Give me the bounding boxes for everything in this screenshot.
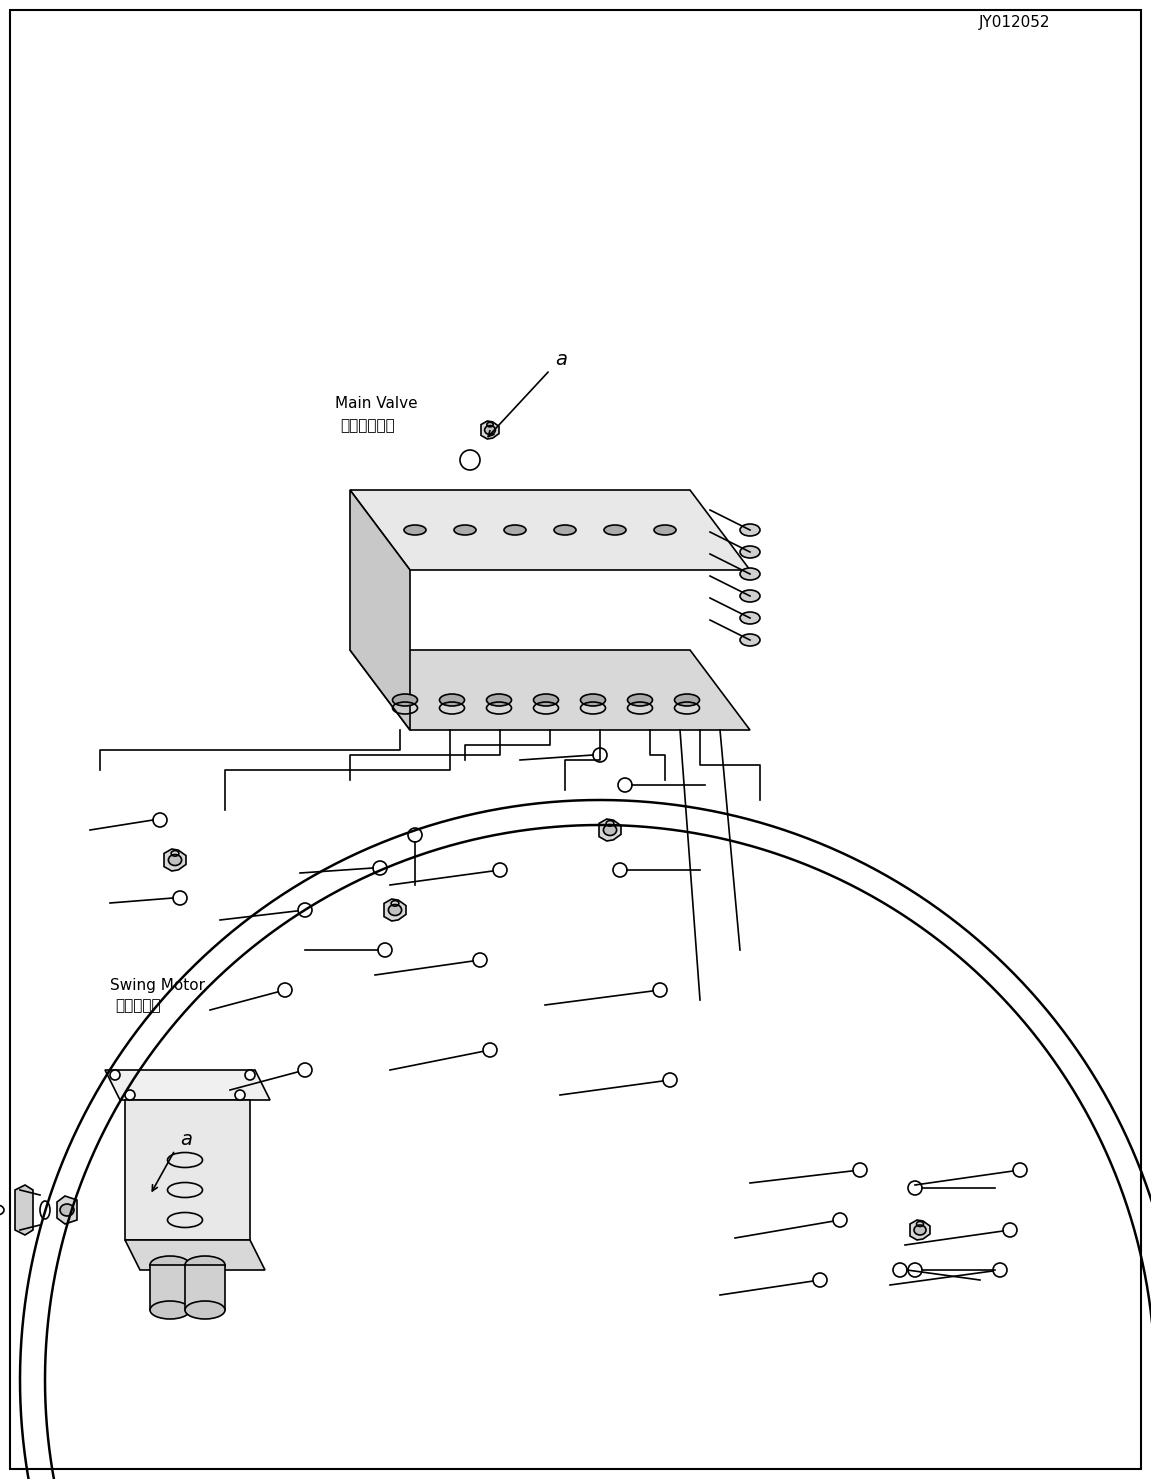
Ellipse shape [627, 694, 653, 705]
Ellipse shape [740, 524, 760, 535]
Polygon shape [350, 649, 750, 731]
Ellipse shape [504, 525, 526, 535]
Text: JY012052: JY012052 [978, 15, 1050, 30]
Ellipse shape [740, 612, 760, 624]
Polygon shape [105, 1069, 270, 1100]
Ellipse shape [0, 1205, 3, 1216]
Ellipse shape [40, 1201, 49, 1219]
Circle shape [378, 944, 392, 957]
Ellipse shape [740, 546, 760, 558]
Ellipse shape [60, 1204, 74, 1216]
Polygon shape [350, 490, 410, 731]
Circle shape [279, 984, 292, 997]
Text: Swing Motor: Swing Motor [110, 978, 205, 992]
Circle shape [373, 861, 387, 876]
Ellipse shape [150, 1256, 190, 1273]
Circle shape [993, 1263, 1007, 1276]
Polygon shape [910, 1220, 930, 1239]
Circle shape [245, 1069, 256, 1080]
Circle shape [460, 450, 480, 470]
Ellipse shape [453, 525, 477, 535]
Ellipse shape [392, 694, 418, 705]
Ellipse shape [404, 525, 426, 535]
Text: a: a [555, 351, 567, 368]
Ellipse shape [674, 694, 700, 705]
Polygon shape [163, 849, 186, 871]
Text: メインバルブ: メインバルブ [340, 419, 395, 433]
Text: a: a [180, 1130, 192, 1149]
Ellipse shape [485, 426, 495, 435]
Polygon shape [125, 1100, 250, 1239]
Circle shape [173, 890, 186, 905]
Circle shape [153, 813, 167, 827]
Ellipse shape [603, 824, 617, 836]
Polygon shape [125, 1239, 265, 1270]
Polygon shape [599, 819, 622, 842]
Ellipse shape [150, 1302, 190, 1319]
Circle shape [235, 1090, 245, 1100]
Text: Main Valve: Main Valve [335, 396, 418, 411]
Ellipse shape [604, 525, 626, 535]
Circle shape [618, 778, 632, 791]
Circle shape [110, 1069, 120, 1080]
Circle shape [593, 748, 607, 762]
Ellipse shape [740, 634, 760, 646]
Circle shape [893, 1263, 907, 1276]
Ellipse shape [740, 568, 760, 580]
Ellipse shape [554, 525, 576, 535]
Ellipse shape [388, 905, 402, 916]
Ellipse shape [740, 590, 760, 602]
Circle shape [853, 1162, 867, 1177]
Circle shape [813, 1273, 828, 1287]
Circle shape [473, 952, 487, 967]
Ellipse shape [534, 694, 558, 705]
Circle shape [298, 1063, 312, 1077]
Ellipse shape [487, 694, 511, 705]
Circle shape [908, 1182, 922, 1195]
Ellipse shape [185, 1256, 224, 1273]
Ellipse shape [914, 1225, 927, 1235]
Ellipse shape [654, 525, 676, 535]
Polygon shape [15, 1185, 33, 1235]
Polygon shape [150, 1265, 190, 1310]
Circle shape [908, 1263, 922, 1276]
Circle shape [613, 864, 627, 877]
Circle shape [407, 828, 422, 842]
Ellipse shape [580, 694, 605, 705]
Circle shape [1003, 1223, 1017, 1236]
Circle shape [663, 1072, 677, 1087]
Circle shape [1013, 1162, 1027, 1177]
Polygon shape [58, 1197, 77, 1225]
Polygon shape [384, 899, 406, 921]
Circle shape [298, 904, 312, 917]
Circle shape [493, 864, 506, 877]
Circle shape [125, 1090, 135, 1100]
Polygon shape [481, 422, 500, 439]
Polygon shape [350, 490, 750, 569]
Text: 旋回モータ: 旋回モータ [115, 998, 161, 1013]
Circle shape [833, 1213, 847, 1228]
Ellipse shape [185, 1302, 224, 1319]
Circle shape [653, 984, 666, 997]
Ellipse shape [440, 694, 465, 705]
Ellipse shape [168, 855, 182, 865]
Circle shape [483, 1043, 497, 1057]
Polygon shape [185, 1265, 224, 1310]
